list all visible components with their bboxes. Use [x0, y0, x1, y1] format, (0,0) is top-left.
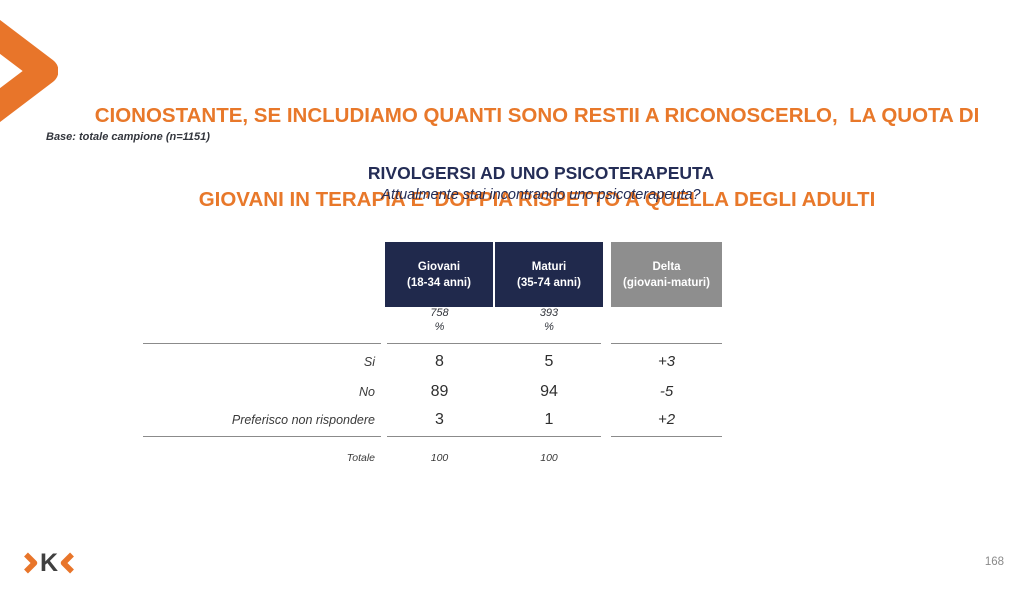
- column-base-maturi: 393 %: [495, 307, 603, 334]
- table-rule-bottom-data: [387, 436, 601, 438]
- column-header-giovani: Giovani (18-34 anni): [385, 242, 493, 307]
- slide-title-line1: CIONOSTANTE, SE INCLUDIAMO QUANTI SONO R…: [94, 104, 980, 127]
- cell-preferisco-maturi: 1: [544, 411, 554, 428]
- brand-chevron-icon: [0, 20, 58, 122]
- cell-si-maturi: 5: [544, 353, 554, 370]
- cell-si-giovani: 8: [435, 353, 444, 370]
- column-header-maturi-detail: (35-74 anni): [517, 276, 581, 289]
- column-base-giovani-unit: %: [434, 320, 445, 333]
- column-header-giovani-detail: (18-34 anni): [407, 276, 471, 289]
- column-header-maturi: Maturi (35-74 anni): [495, 242, 603, 307]
- column-header-delta: Delta (giovani-maturi): [611, 242, 722, 307]
- chart-title: RIVOLGERSI AD UNO PSICOTERAPEUTA: [367, 163, 715, 183]
- row-label-si: Si: [363, 355, 375, 369]
- column-base-giovani: 758 %: [385, 307, 494, 334]
- row-label-no: No: [359, 385, 375, 399]
- cell-no-maturi: 94: [540, 383, 558, 400]
- logo-k-letter: K: [40, 549, 59, 577]
- cell-totale-maturi: 100: [540, 452, 558, 464]
- page-number: 168: [984, 556, 1004, 568]
- column-header-giovani-name: Giovani: [417, 260, 461, 273]
- cell-si-delta: +3: [657, 353, 676, 370]
- row-label-totale: Totale: [346, 452, 375, 464]
- column-header-maturi-name: Maturi: [531, 260, 567, 273]
- slide-title-line2: GIOVANI IN TERAPIA E’ DOPPIA RISPETTO A …: [198, 188, 876, 211]
- logo-chevron-right-icon: [24, 552, 38, 574]
- cell-preferisco-giovani: 3: [435, 411, 444, 428]
- cell-preferisco-delta: +2: [657, 411, 676, 428]
- column-header-delta-detail: (giovani-maturi): [623, 276, 710, 289]
- base-note: Base: totale campione (n=1151): [46, 131, 210, 143]
- table-rule-top-labels: [143, 343, 381, 345]
- table-header-group: Giovani (18-34 anni) Maturi (35-74 anni): [385, 242, 603, 307]
- cell-no-giovani: 89: [430, 383, 449, 400]
- table-rule-top-delta: [611, 343, 722, 345]
- cell-totale-giovani: 100: [430, 452, 449, 464]
- column-base-maturi-n: 393: [539, 307, 559, 319]
- slide-title: CIONOSTANTE, SE INCLUDIAMO QUANTI SONO R…: [70, 46, 1004, 270]
- table-rule-bottom-labels: [143, 436, 381, 438]
- column-header-delta-name: Delta: [652, 260, 681, 273]
- cell-no-delta: -5: [659, 383, 674, 400]
- column-base-giovani-n: 758: [430, 307, 449, 319]
- table-rule-top-data: [387, 343, 601, 345]
- footer-logo: K: [22, 547, 76, 579]
- chart-subtitle: Attualmente stai incontrando uno psicote…: [381, 187, 701, 203]
- logo-chevron-left-icon: [60, 552, 75, 574]
- row-label-preferisco: Preferisco non rispondere: [231, 413, 375, 427]
- table-rule-bottom-delta: [611, 436, 722, 438]
- column-base-maturi-unit: %: [544, 320, 554, 333]
